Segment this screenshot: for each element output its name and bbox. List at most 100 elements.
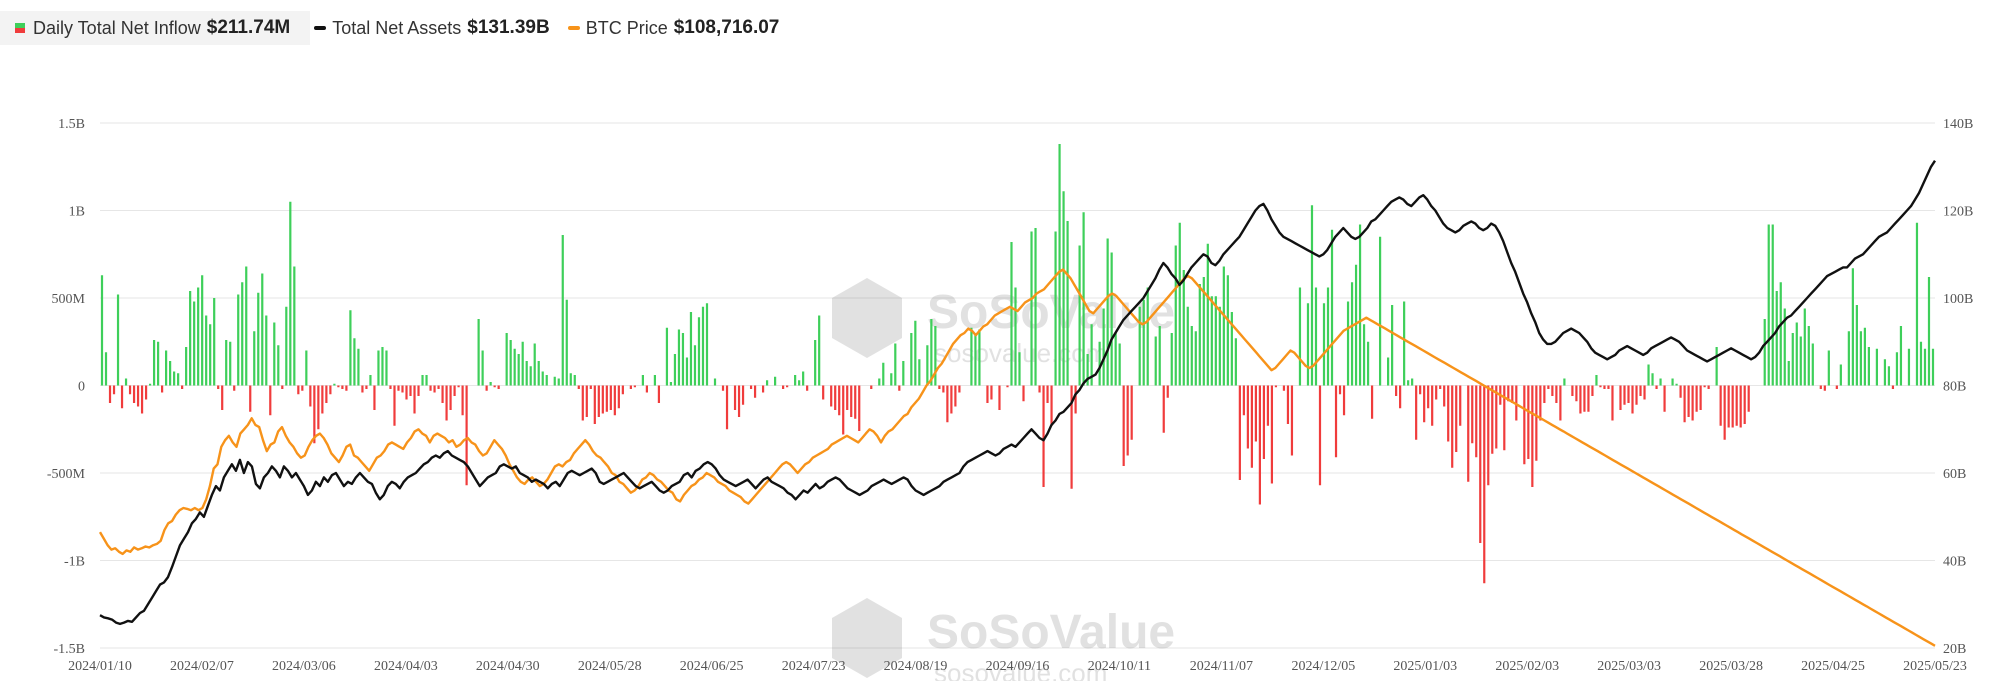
inflow-bar: [1362, 324, 1366, 386]
inflow-bar: [806, 385, 809, 391]
inflow-bar: [1555, 385, 1558, 403]
x-tick-label: 2024/10/11: [1088, 659, 1151, 674]
legend-btc-value: $108,716.07: [673, 17, 780, 38]
inflow-bar: [1206, 243, 1209, 386]
legend-item-inflow[interactable]: Daily Total Net Inflow $211.74M: [6, 17, 290, 39]
inflow-bar: [1807, 326, 1810, 386]
x-tick-label: 2025/05/23: [1903, 659, 1967, 674]
inflow-bar: [1014, 287, 1017, 386]
inflow-bar: [1102, 308, 1105, 386]
inflow-bar: [325, 385, 328, 403]
inflow-bar: [449, 385, 452, 410]
y-left-tick-label: 1B: [69, 205, 85, 220]
inflow-bar: [509, 340, 512, 386]
inflow-bar: [749, 385, 753, 389]
inflow-bar: [1591, 385, 1594, 396]
inflow-bar: [1915, 222, 1919, 386]
inflow-bar: [1891, 385, 1895, 389]
inflow-bar: [441, 385, 444, 403]
inflow-bar: [1110, 252, 1113, 386]
inflow-bar: [533, 343, 536, 386]
inflow-bar: [557, 378, 560, 386]
inflow-bar: [493, 385, 496, 388]
inflow-bar: [1827, 350, 1830, 386]
inflow-bar: [942, 385, 945, 393]
inflow-bar: [437, 385, 440, 389]
inflow-bar: [1246, 385, 1249, 449]
inflow-bar: [1563, 378, 1566, 386]
inflow-bar: [669, 382, 673, 386]
inflow-bar: [353, 338, 356, 386]
inflow-bar: [457, 385, 460, 388]
inflow-bar: [1867, 347, 1870, 386]
inflow-bar: [814, 340, 817, 386]
inflow-bar: [786, 385, 789, 388]
inflow-bar: [585, 385, 588, 417]
inflow-bar: [1122, 385, 1125, 466]
inflow-bar: [1350, 282, 1354, 386]
inflow-bar: [521, 341, 524, 386]
inflow-bar: [1547, 385, 1550, 389]
inflow-bar: [1855, 305, 1858, 386]
inflow-bar: [221, 385, 224, 410]
inflow-bar: [577, 385, 580, 389]
inflow-bar: [565, 299, 568, 386]
inflow-bar: [409, 385, 412, 396]
inflow-bar: [621, 385, 624, 395]
inflow-bar: [645, 385, 648, 393]
inflow-bar: [1907, 348, 1911, 386]
legend-item-btc[interactable]: BTC Price $108,716.07: [564, 17, 780, 39]
inflow-bar: [1731, 385, 1734, 428]
inflow-bar: [1006, 385, 1009, 388]
inflow-bar: [1479, 385, 1482, 543]
inflow-bar: [934, 326, 937, 386]
inflow-bar: [165, 350, 168, 386]
inflow-bar: [1146, 287, 1149, 386]
inflow-bar: [609, 385, 612, 410]
inflow-bar: [1931, 348, 1935, 386]
inflow-bar: [1719, 385, 1722, 426]
x-tick-label: 2025/04/25: [1801, 659, 1865, 674]
inflow-bar: [148, 383, 152, 386]
inflow-bar: [553, 376, 556, 386]
legend-btc-label: BTC Price: [585, 17, 668, 38]
inflow-bar: [1439, 385, 1442, 389]
inflow-bar: [1387, 357, 1390, 386]
inflow-bar: [1507, 385, 1510, 402]
inflow-bar: [177, 373, 180, 386]
inflow-bar: [1234, 338, 1237, 386]
inflow-bar: [1186, 306, 1189, 386]
inflow-bar: [1070, 385, 1073, 489]
inflow-bar: [1803, 308, 1806, 386]
inflow-bar: [1370, 385, 1374, 419]
inflow-bar: [1575, 385, 1578, 402]
inflow-bar: [104, 352, 108, 386]
inflow-bar: [1126, 385, 1129, 456]
inflow-bar: [1919, 341, 1923, 386]
inflow-bar: [1423, 385, 1426, 423]
legend-inflow-value: $211.74M: [206, 17, 291, 38]
inflow-bar: [513, 348, 516, 386]
inflow-bar: [393, 385, 396, 426]
x-tick-label: 2024/04/30: [476, 659, 540, 674]
legend-item-assets[interactable]: Total Net Assets $131.39B: [310, 17, 550, 39]
inflow-bar: [217, 385, 220, 389]
inflow-bar: [573, 375, 576, 386]
inflow-bar: [838, 385, 841, 416]
inflow-bar: [1391, 305, 1394, 386]
inflow-bar: [1779, 282, 1782, 386]
y-left-tick-label: 500M: [52, 292, 86, 307]
inflow-bar: [1427, 385, 1430, 409]
inflow-bar: [1322, 303, 1326, 386]
inflow-bar: [1631, 385, 1634, 414]
inflow-bar: [1090, 324, 1093, 386]
y-right-tick-label: 80B: [1943, 380, 1966, 395]
inflow-bar: [341, 385, 344, 389]
inflow-bar: [160, 385, 164, 393]
inflow-bar: [1230, 312, 1233, 386]
inflow-bar: [429, 385, 432, 391]
inflow-bar: [1166, 385, 1169, 398]
inflow-bar: [1835, 385, 1838, 389]
inflow-bar: [1415, 385, 1418, 440]
inflow-bar: [329, 385, 332, 395]
